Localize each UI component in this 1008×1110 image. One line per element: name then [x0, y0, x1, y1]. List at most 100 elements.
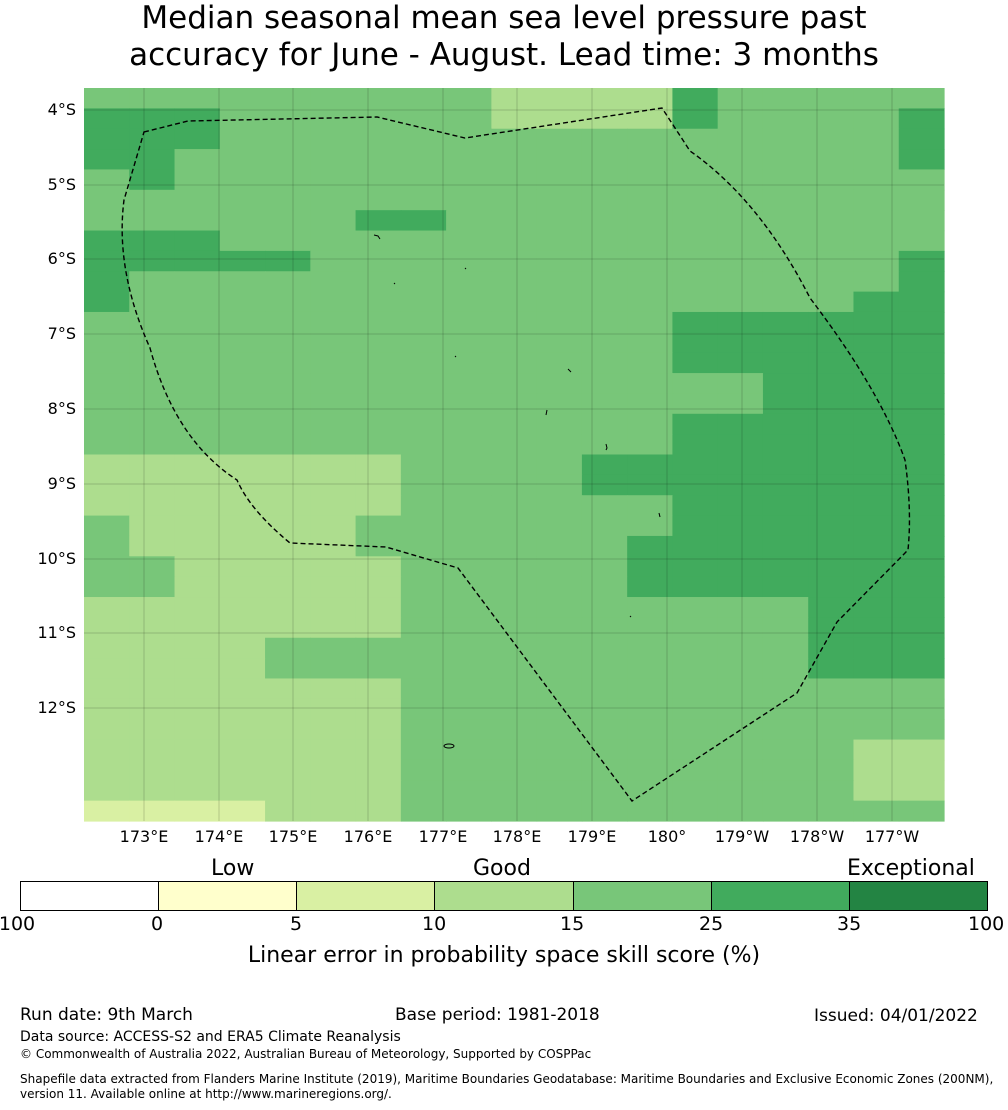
grid-cell: [853, 230, 900, 252]
grid-cell: [898, 658, 945, 680]
grid-cell: [265, 210, 311, 232]
grid-cell: [310, 149, 357, 171]
grid-cell: [400, 169, 447, 191]
grid-cell: [762, 617, 809, 639]
grid-cell: [627, 800, 674, 822]
grid-cell: [355, 149, 402, 171]
grid-cell: [898, 291, 945, 313]
grid-cell: [446, 556, 492, 578]
latitude-label: 11°S: [37, 623, 76, 642]
grid-cell: [808, 169, 855, 191]
grid-cell: [265, 759, 311, 781]
grid-cell: [129, 719, 176, 741]
grid-cell: [219, 495, 266, 517]
grid-cell: [581, 780, 628, 802]
grid-cell: [446, 759, 492, 781]
grid-cell: [581, 454, 628, 476]
grid-cell: [808, 759, 855, 781]
grid-cell: [717, 454, 764, 476]
grid-cell: [446, 250, 492, 272]
grid-cell: [762, 780, 809, 802]
longitude-label: 175°E: [268, 827, 318, 846]
grid-cell: [446, 291, 492, 313]
grid-cell: [310, 373, 357, 395]
grid-cell: [536, 719, 583, 741]
grid-cell: [672, 128, 719, 150]
grid-cell: [84, 454, 130, 476]
grid-cell: [536, 271, 583, 293]
grid-cell: [400, 271, 447, 293]
grid-cell: [446, 434, 492, 456]
grid-cell: [717, 759, 764, 781]
skill-map: [84, 88, 945, 822]
grid-cell: [762, 413, 809, 435]
grid-cell: [672, 230, 719, 252]
grid-cell: [84, 128, 130, 150]
grid-cell: [898, 474, 945, 496]
grid-cell: [672, 759, 719, 781]
grid-cell: [446, 230, 492, 252]
grid-cell: [627, 556, 674, 578]
grid-cell: [219, 739, 266, 761]
grid-cell: [84, 271, 130, 293]
grid-cell: [898, 800, 945, 822]
grid-cell: [762, 678, 809, 700]
grid-cell: [174, 597, 221, 618]
grid-cell: [491, 800, 538, 822]
grid-cell: [174, 108, 221, 130]
grid-cell: [853, 637, 900, 659]
grid-cell: [446, 271, 492, 293]
grid-cell: [536, 759, 583, 781]
grid-cell: [853, 759, 900, 781]
grid-cell: [355, 759, 402, 781]
grid-cell: [762, 474, 809, 496]
grid-cell: [84, 332, 130, 354]
grid-cell: [627, 189, 674, 211]
grid-cell: [129, 373, 176, 395]
grid-cell: [762, 352, 809, 374]
grid-cell: [762, 556, 809, 578]
grid-cell: [129, 413, 176, 435]
grid-cell: [310, 352, 357, 374]
grid-cell: [853, 556, 900, 578]
grid-cell: [762, 698, 809, 720]
grid-cell: [536, 678, 583, 700]
grid-cell: [717, 169, 764, 191]
grid-cell: [355, 88, 402, 109]
grid-cell: [265, 800, 311, 822]
colorbar-tick: 10: [422, 913, 447, 935]
grid-cell: [581, 556, 628, 578]
grid-cell: [581, 495, 628, 517]
grid-cell: [174, 332, 221, 354]
islands: [373, 234, 661, 749]
grid-cell: [446, 413, 492, 435]
grid-cell: [627, 352, 674, 374]
grid-cell: [672, 189, 719, 211]
grid-cell: [762, 495, 809, 517]
grid-cell: [762, 271, 809, 293]
grid-cell: [174, 800, 221, 822]
grid-cell: [265, 454, 311, 476]
grid-cell: [581, 800, 628, 822]
grid-cell: [355, 800, 402, 822]
grid-cell: [762, 230, 809, 252]
grid-cell: [400, 678, 447, 700]
grid-cell: [174, 230, 221, 252]
grid-cell: [219, 678, 266, 700]
grid-cell: [446, 332, 492, 354]
grid-cell: [265, 780, 311, 802]
grid-cell: [355, 637, 402, 659]
grid-cell: [853, 780, 900, 802]
grid-cell: [491, 617, 538, 639]
grid-cell: [536, 352, 583, 374]
grid-cell: [265, 678, 311, 700]
grid-cell: [355, 454, 402, 476]
grid-cell: [174, 352, 221, 374]
grid-cell: [898, 352, 945, 374]
grid-cell: [581, 535, 628, 557]
grid-cell: [400, 332, 447, 354]
grid-cell: [219, 576, 266, 598]
grid-cell: [808, 658, 855, 680]
grid-cell: [129, 352, 176, 374]
grid-cell: [627, 434, 674, 456]
